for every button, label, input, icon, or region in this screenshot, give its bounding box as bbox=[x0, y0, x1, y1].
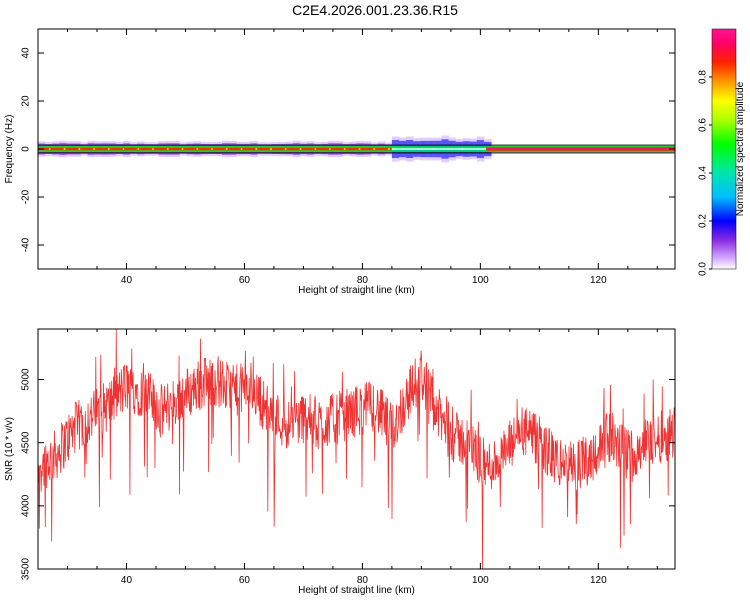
bottom-xtick-label: 100 bbox=[472, 575, 489, 586]
top-ytick-label: -20 bbox=[21, 189, 32, 204]
top-ytick-label: -40 bbox=[21, 237, 32, 252]
band-dot bbox=[166, 148, 169, 150]
top-xtick-label: 80 bbox=[357, 275, 369, 286]
band-dot bbox=[48, 148, 51, 150]
top-ytick-label: 40 bbox=[21, 47, 32, 59]
bottom-xtick-label: 40 bbox=[121, 575, 133, 586]
band-dot bbox=[210, 148, 213, 150]
band-dot bbox=[181, 148, 184, 150]
colorbar-tick-label: 0.0 bbox=[698, 262, 709, 276]
bottom-xtick-label: 60 bbox=[239, 575, 251, 586]
colorbar-tick-label: 0.2 bbox=[698, 214, 709, 228]
chart-title: C2E4.2026.001.23.36.R15 bbox=[292, 2, 458, 18]
band-dot bbox=[314, 148, 317, 150]
top-xtick-label: 60 bbox=[239, 275, 251, 286]
colorbar-tick-label: 0.8 bbox=[698, 70, 709, 84]
top-xtick-label: 100 bbox=[472, 275, 489, 286]
snr-line bbox=[38, 329, 675, 569]
band-dot bbox=[358, 148, 361, 150]
top-ytick-label: 20 bbox=[21, 95, 32, 107]
band-dot bbox=[299, 148, 302, 150]
band-dot bbox=[284, 148, 287, 150]
colorbar-tick-label: 0.4 bbox=[698, 166, 709, 180]
band-dot bbox=[446, 148, 449, 150]
band-dot bbox=[417, 148, 420, 150]
band-dot bbox=[93, 148, 96, 150]
top-ytick-label: 0 bbox=[21, 146, 32, 152]
band-dot bbox=[255, 148, 258, 150]
band-dot bbox=[196, 148, 199, 150]
bottom-xlabel: Height of straight line (km) bbox=[298, 585, 415, 596]
bottom-ytick-label: 5000 bbox=[21, 368, 32, 391]
band-dot bbox=[476, 148, 479, 150]
band-dot bbox=[461, 148, 464, 150]
bottom-frame bbox=[37, 328, 676, 570]
snr-series bbox=[38, 329, 675, 569]
spectrogram-panel: 40 60 80 100 120 -40 -20 0 20 40 Height of straigh… bbox=[4, 28, 676, 296]
band-dot bbox=[122, 148, 125, 150]
band-dot bbox=[343, 148, 346, 150]
spectrogram-band bbox=[38, 135, 675, 163]
bottom-xtick-label: 120 bbox=[590, 575, 607, 586]
band-dot bbox=[240, 148, 243, 150]
colorbar-label: Normalized spectral amplitude bbox=[735, 81, 746, 216]
band-dot bbox=[328, 148, 331, 150]
band-dot bbox=[107, 148, 110, 150]
band-dot bbox=[269, 148, 272, 150]
bottom-ylabel: SNR (10 * v/v) bbox=[4, 417, 15, 481]
band-dot bbox=[152, 148, 155, 150]
bottom-ytick-label: 4000 bbox=[21, 494, 32, 517]
band-dot bbox=[387, 148, 390, 150]
band-dot bbox=[432, 148, 435, 150]
top-ylabel: Frequency (Hz) bbox=[4, 115, 15, 184]
colorbar-tick-label: 0.6 bbox=[698, 118, 709, 132]
band-dot bbox=[373, 148, 376, 150]
band-dot bbox=[63, 148, 66, 150]
top-xlabel: Height of straight line (km) bbox=[298, 285, 415, 296]
bottom-xtick-label: 80 bbox=[357, 575, 369, 586]
colorbar-gradient bbox=[711, 28, 737, 270]
band-dot bbox=[78, 148, 81, 150]
snr-panel: 40 60 80 100 120 3500 4000 4500 5000 Height of st… bbox=[4, 328, 676, 596]
top-xtick-label: 120 bbox=[590, 275, 607, 286]
top-frame bbox=[37, 28, 676, 270]
bottom-ytick-label: 3500 bbox=[21, 557, 32, 580]
band-dot bbox=[137, 148, 140, 150]
colorbar: 0.0 0.2 0.4 0.6 0.8 Normalized spectral ampli… bbox=[698, 28, 746, 276]
band-core-mid-light bbox=[391, 148, 487, 150]
band-core-left bbox=[38, 147, 392, 151]
band-core-right-peak bbox=[486, 148, 675, 150]
band-dot bbox=[225, 148, 228, 150]
bottom-ytick-label: 4500 bbox=[21, 431, 32, 454]
top-xtick-label: 40 bbox=[121, 275, 133, 286]
band-dot bbox=[402, 148, 405, 150]
